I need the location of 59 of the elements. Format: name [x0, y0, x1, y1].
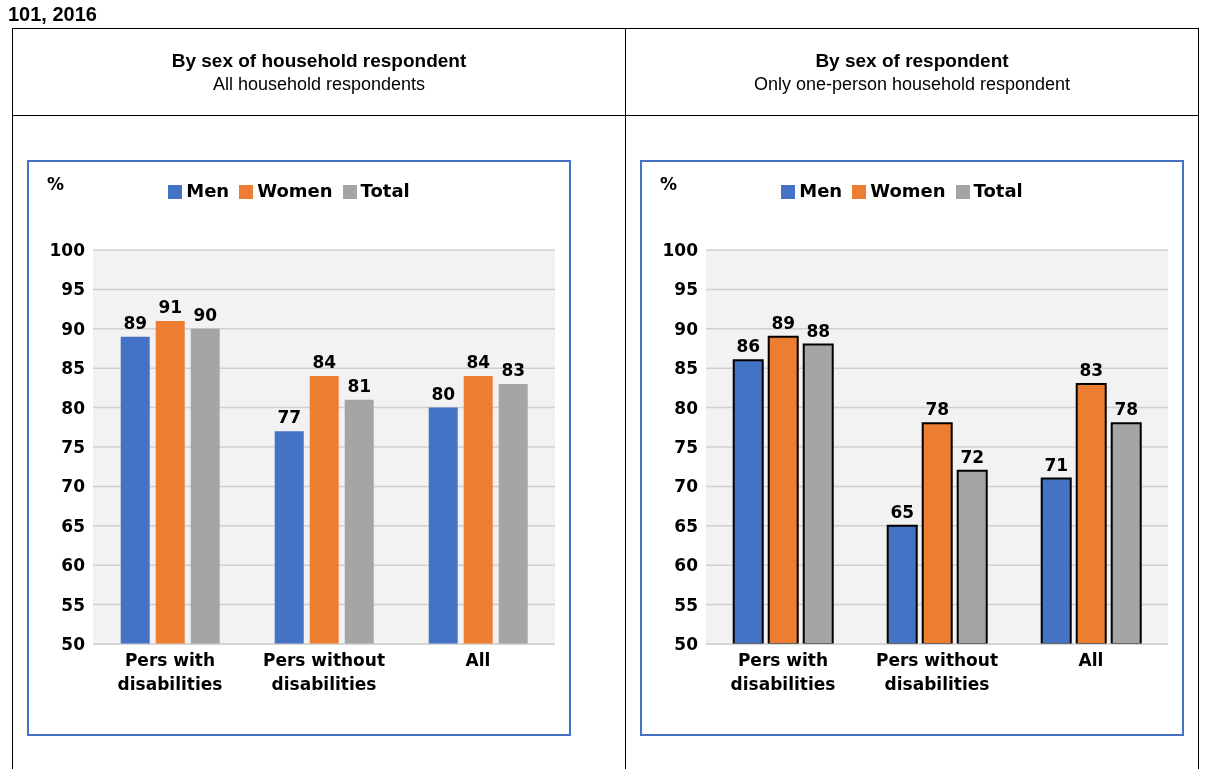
y-tick-label: 70: [674, 476, 699, 497]
legend-label: Women: [870, 180, 946, 201]
legend-label: Total: [360, 180, 410, 201]
x-tick-label: All: [465, 650, 491, 670]
y-tick-label: 85: [61, 358, 85, 379]
y-tick-label: 60: [61, 555, 86, 576]
chart-title: By sex of respondent: [814, 49, 1010, 72]
y-tick-label: 80: [674, 397, 699, 418]
data-label: 84: [466, 352, 491, 373]
legend-label: Men: [799, 180, 843, 201]
data-label: 86: [736, 336, 761, 357]
data-label: 90: [193, 304, 218, 325]
x-tick-label: Pers without disabilities: [262, 650, 386, 694]
y-tick-label: 85: [674, 358, 698, 379]
legend-label: Women: [257, 180, 333, 201]
y-tick-label: 100: [49, 240, 86, 261]
y-tick-label: 50: [61, 634, 86, 655]
x-tick-label: Pers without disabilities: [875, 650, 999, 694]
data-label: 83: [1079, 359, 1104, 380]
data-label: 91: [158, 296, 183, 317]
data-label: 83: [501, 359, 526, 380]
data-label: 89: [771, 312, 796, 333]
y-tick-label: 65: [61, 515, 85, 536]
legend-label: Total: [973, 180, 1023, 201]
data-label: 89: [123, 312, 148, 333]
x-tick-label: All: [1078, 650, 1104, 670]
chart-subtitle: Only one-person household respondent: [752, 73, 1072, 95]
data-label: 84: [312, 352, 337, 373]
data-label: 88: [806, 320, 831, 341]
y-tick-label: 55: [61, 594, 85, 615]
data-label: 71: [1044, 454, 1069, 475]
y-axis-title: %: [47, 174, 65, 194]
y-tick-label: 95: [61, 279, 85, 300]
y-axis-title: %: [660, 174, 678, 194]
chart-subtitle: All household respondents: [211, 73, 427, 95]
data-label: 78: [925, 399, 950, 420]
y-tick-label: 60: [674, 555, 699, 576]
y-tick-label: 65: [674, 515, 698, 536]
legend-label: Men: [186, 180, 230, 201]
data-label: 77: [277, 407, 302, 428]
y-tick-label: 100: [662, 240, 699, 261]
data-label: 80: [431, 383, 456, 404]
y-tick-label: 75: [674, 437, 698, 458]
y-tick-label: 90: [61, 318, 86, 339]
y-tick-label: 55: [674, 594, 698, 615]
y-tick-label: 75: [61, 437, 85, 458]
data-label: 81: [347, 375, 372, 396]
text: 101, 2016: [8, 3, 97, 25]
y-tick-label: 90: [674, 318, 699, 339]
x-tick-label: Pers with disabilities: [117, 650, 223, 694]
y-tick-label: 95: [674, 279, 698, 300]
chart-title: By sex of household respondent: [170, 49, 468, 72]
x-tick-label: Pers with disabilities: [730, 650, 836, 694]
data-label: 78: [1114, 399, 1139, 420]
data-label: 65: [890, 501, 915, 522]
data-label: 72: [960, 446, 985, 467]
y-tick-label: 70: [61, 476, 86, 497]
y-tick-label: 80: [61, 397, 86, 418]
y-tick-label: 50: [674, 634, 699, 655]
